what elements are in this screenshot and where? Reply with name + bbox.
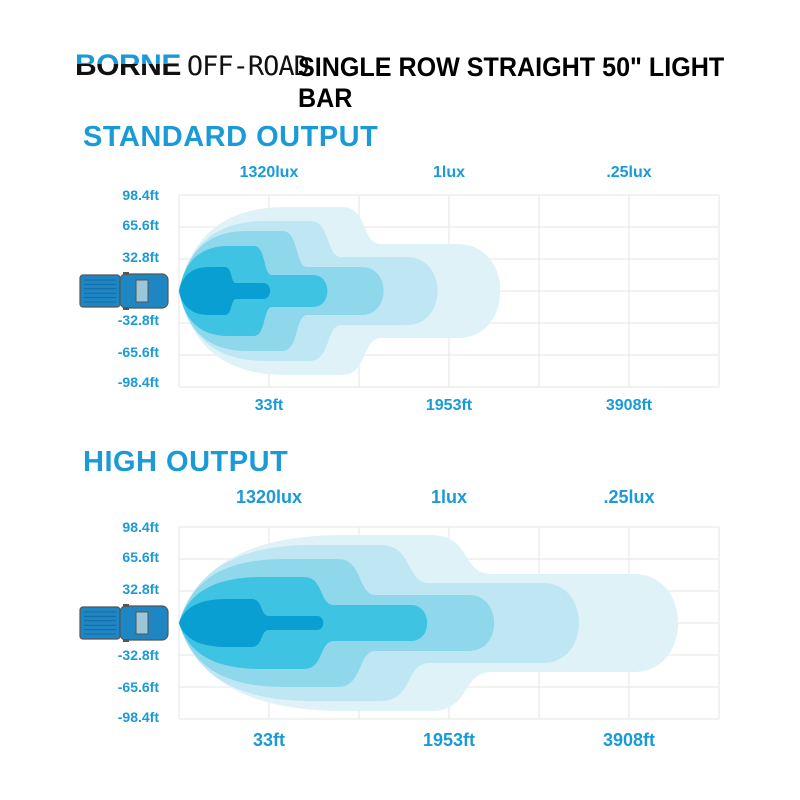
product-title: SINGLE ROW STRAIGHT 50" LIGHT BAR	[298, 52, 725, 113]
lux-label: 1320lux	[235, 487, 303, 507]
truck-mirror	[123, 272, 129, 275]
standard-output-heading: STANDARD OUTPUT	[83, 121, 379, 153]
distance-label: 33ft	[254, 397, 284, 414]
lux-label: 1320lux	[239, 164, 299, 181]
y-label: 32.8ft	[122, 581, 159, 597]
y-label: -98.4ft	[117, 709, 159, 725]
distance-label: 33ft	[252, 730, 285, 750]
lux-label: 1lux	[430, 487, 468, 507]
truck-mirror	[123, 604, 129, 607]
y-label: -65.6ft	[117, 679, 159, 695]
y-label: 65.6ft	[122, 217, 159, 233]
truck-windshield	[135, 611, 149, 635]
beam-layer	[179, 267, 271, 315]
y-label: -65.6ft	[117, 344, 159, 360]
lux-label: .25lux	[606, 164, 652, 181]
y-label: 98.4ft	[122, 187, 159, 203]
y-label: -98.4ft	[117, 374, 159, 390]
truck-windshield	[135, 279, 149, 303]
beam-layer	[179, 599, 324, 647]
y-label: 65.6ft	[122, 549, 159, 565]
logo-borne: BORNE	[75, 49, 181, 82]
lux-label: .25lux	[603, 487, 655, 507]
truck-mirror	[123, 307, 129, 310]
distance-label: 1953ft	[422, 730, 476, 750]
distance-label: 3908ft	[602, 730, 656, 750]
y-label: -32.8ft	[117, 647, 159, 663]
brand-logo: BORNE OFF-ROAD	[75, 49, 310, 83]
logo-offroad: OFF-ROAD	[186, 51, 310, 82]
distance-label: 1953ft	[425, 397, 473, 414]
truck-mirror	[123, 639, 129, 642]
y-label: 98.4ft	[122, 519, 159, 535]
distance-label: 3908ft	[605, 397, 653, 414]
y-label: -32.8ft	[117, 312, 159, 328]
y-label: 32.8ft	[122, 249, 159, 265]
lux-label: 1lux	[432, 164, 465, 181]
high-output-heading: HIGH OUTPUT	[83, 446, 289, 478]
